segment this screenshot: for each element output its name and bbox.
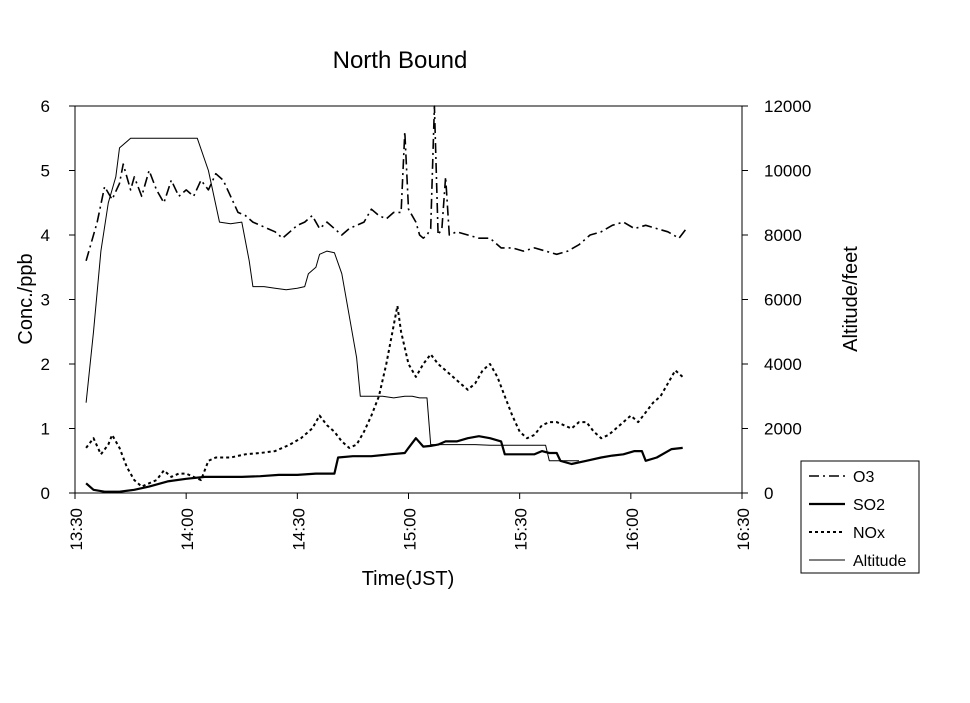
series-line-o3 <box>85 105 688 262</box>
y2-axis-label: Altitude/feet <box>840 246 862 352</box>
x-axis-ticks: 13:30 14:00 14:30 15:00 15:30 16:00 16:30 <box>67 493 753 551</box>
series-line-nox <box>85 304 684 488</box>
series-layer <box>85 105 688 493</box>
chart-title: North Bound <box>333 47 468 74</box>
y2-tick-label: 0 <box>764 484 773 503</box>
legend-label-nox: NOx <box>853 525 885 542</box>
x-tick-label: 14:30 <box>289 508 308 551</box>
legend-label-o3: O3 <box>853 469 874 486</box>
y-tick-label: 1 <box>41 420 50 439</box>
x-tick-label: 16:30 <box>734 508 753 551</box>
plot-area <box>74 105 743 494</box>
legend-label-so2: SO2 <box>853 497 885 514</box>
y-axis-label: Conc./ppb <box>15 253 37 344</box>
y-tick-label: 2 <box>41 355 50 374</box>
left-axis-ticks: 0 1 2 3 4 5 6 <box>41 97 75 503</box>
y-tick-label: 3 <box>41 291 50 310</box>
right-axis-ticks: 0 2000 4000 6000 8000 10000 12000 <box>742 97 811 503</box>
series-line-altitude <box>85 137 579 462</box>
y2-tick-label: 8000 <box>764 226 802 245</box>
x-tick-label: 14:00 <box>178 508 197 551</box>
x-tick-label: 16:00 <box>623 508 642 551</box>
y-tick-label: 6 <box>41 97 50 116</box>
legend-items: O3 SO2 NOx Altitude <box>809 469 906 570</box>
y2-tick-label: 6000 <box>764 291 802 310</box>
legend-label-altitude: Altitude <box>853 553 906 570</box>
legend-box <box>800 460 920 574</box>
y-tick-label: 4 <box>41 226 50 245</box>
y2-tick-label: 2000 <box>764 420 802 439</box>
y2-tick-label: 10000 <box>764 162 811 181</box>
y-tick-label: 0 <box>41 484 50 503</box>
y2-tick-label: 12000 <box>764 97 811 116</box>
y-tick-label: 5 <box>41 162 50 181</box>
legend: O3 SO2 NOx Altitude <box>800 460 920 574</box>
x-axis-label: Time(JST) <box>362 568 455 590</box>
y2-tick-label: 4000 <box>764 355 802 374</box>
x-tick-label: 13:30 <box>67 508 86 551</box>
x-tick-label: 15:30 <box>512 508 531 551</box>
x-tick-label: 15:00 <box>401 508 420 551</box>
series-line-so2 <box>85 435 683 493</box>
